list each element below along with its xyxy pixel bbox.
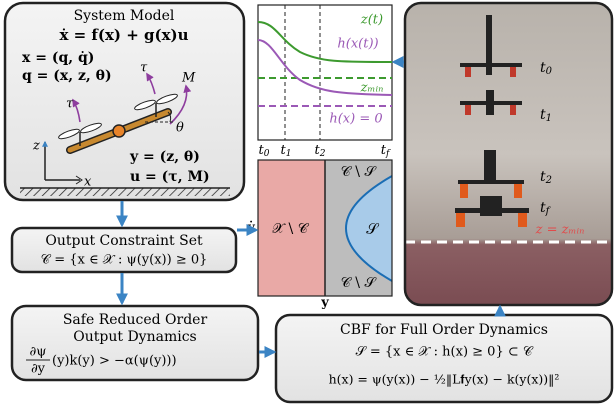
- cbf-def: h(x) = ψ(y(x)) − ½‖L𝐟y(x) − k(y(x))‖²: [329, 372, 560, 387]
- reduced-order-title: Safe Reduced Order: [63, 312, 208, 328]
- z-legend: z(t): [360, 13, 383, 28]
- time-tick: t1: [281, 143, 292, 159]
- set-x-axis: y: [320, 296, 329, 311]
- boundary-label: 𝒞 \ 𝒮: [341, 275, 378, 291]
- output-constraint-title: Output Constraint Set: [45, 233, 203, 249]
- theta-label: θ: [176, 121, 184, 136]
- output-eq: y = (z, θ): [129, 149, 200, 165]
- h-legend: h(x(t)): [337, 37, 378, 52]
- moment-label: M: [181, 71, 196, 86]
- ground-label: z = zₘᵢₙ: [535, 223, 585, 238]
- body: System Model ẋ = f(x) + g(x)u x = (q, q̇…: [0, 0, 616, 406]
- flight-photo: [405, 3, 612, 305]
- time-tick: t2: [315, 143, 326, 159]
- system-model-title: System Model: [74, 8, 175, 24]
- safe-set-def: 𝒮 = {x ∈ 𝒳 : h(x) ≥ 0} ⊂ 𝒞: [356, 345, 534, 360]
- zmin-label: zₘᵢₙ: [360, 81, 384, 96]
- input-eq: u = (τ, M): [130, 169, 210, 185]
- tau-left-label: τ: [66, 97, 74, 112]
- tau-right-label: τ: [140, 61, 148, 76]
- h-zero-label: h(x) = 0: [329, 112, 382, 127]
- config-eq: q = (x, z, θ): [22, 68, 112, 84]
- boundary-label: 𝒞 \ 𝒮: [341, 164, 378, 180]
- outside-set-label: 𝒳 \ 𝒞: [272, 221, 310, 237]
- time-tick: tf: [381, 143, 391, 159]
- fraction-numerator: ∂ψ: [30, 345, 47, 360]
- dynamics-eq: ẋ = f(x) + g(x)u: [59, 26, 188, 44]
- set-y-axis: ẏ: [246, 221, 255, 236]
- diagram: System Model ẋ = f(x) + g(x)u x = (q, q̇…: [0, 0, 616, 406]
- axis-z-label: z: [32, 139, 40, 154]
- output-constraint-set: 𝒞 = {x ∈ 𝒳 : ψ(y(x)) ≥ 0}: [41, 253, 208, 268]
- full-order-title: CBF for Full Order Dynamics: [340, 322, 548, 338]
- time-tick: t0: [259, 143, 270, 159]
- axis-x-label: x: [84, 175, 92, 190]
- state-eq: x = (q, q̇): [22, 49, 94, 66]
- reduced-order-title: Output Dynamics: [73, 329, 196, 345]
- reduced-order-condition: (y)k(y) > −α(ψ(y))): [52, 354, 177, 369]
- safe-set-label: 𝒮: [366, 220, 379, 238]
- fraction-denominator: ∂y: [31, 362, 46, 377]
- page: Safety pipeline diagram {"system_model":…: [0, 0, 616, 406]
